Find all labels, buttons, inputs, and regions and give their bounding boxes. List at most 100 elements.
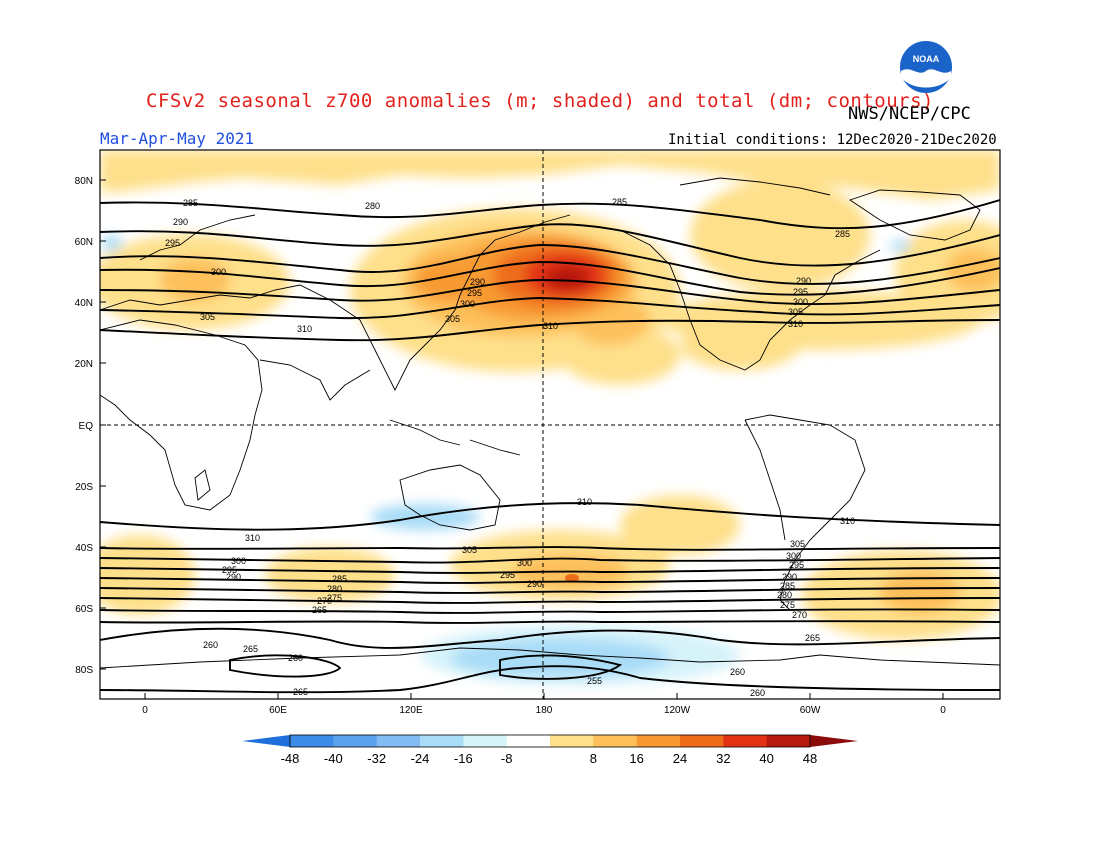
contour-label: 300: [793, 297, 808, 307]
colorbar-cell: [680, 735, 724, 747]
lat-label: 60N: [75, 237, 93, 248]
colorbar-cell: [550, 735, 594, 747]
lon-label: 120E: [399, 705, 423, 716]
colorbar-label: -32: [367, 751, 386, 766]
contour-label: 265: [243, 644, 258, 654]
contour-label: 290: [173, 217, 188, 227]
lat-label: 20S: [75, 482, 93, 493]
lat-label: EQ: [79, 421, 94, 432]
contour-label: 260: [750, 688, 765, 698]
contour-label: 290: [782, 572, 797, 582]
contour-label: 295: [467, 288, 482, 298]
colorbar-label: -24: [411, 751, 430, 766]
agency-label: NWS/NCEP/CPC: [848, 104, 971, 124]
lat-label: 80S: [75, 665, 93, 676]
contour-labels: 285 280 290 295 300 305 310 290 295 300 …: [165, 197, 855, 698]
contour-label: 280: [365, 201, 380, 211]
noaa-logo: NOAA: [897, 38, 955, 96]
colorbar-label: 24: [673, 751, 687, 766]
colorbar-cell: [333, 735, 378, 747]
contour-label: 270: [792, 610, 807, 620]
contour-label: 265: [312, 605, 327, 615]
contour-label: 290: [226, 572, 241, 582]
contour-label: 300: [517, 558, 532, 568]
lat-label: 80N: [75, 176, 93, 187]
colorbar-label: 16: [629, 751, 643, 766]
colorbar-label: -48: [281, 751, 300, 766]
colorbar-label: -8: [501, 751, 513, 766]
contour-label: 285: [612, 197, 627, 207]
contour-label: 310: [840, 516, 855, 526]
contour-label: 300: [231, 556, 246, 566]
colorbar-label: -16: [454, 751, 473, 766]
contour-label: 265: [293, 687, 308, 697]
contour-label: 275: [780, 600, 795, 610]
chart-title: CFSv2 seasonal z700 anomalies (m; shaded…: [146, 90, 934, 112]
colorbar-cell: [766, 735, 811, 747]
height-contours: [100, 199, 1000, 694]
lon-label: 60E: [269, 705, 287, 716]
contour-label: 260: [730, 667, 745, 677]
lat-axis: 80N 60N 40N 20N EQ 20S 40S 60S 80S: [75, 176, 106, 676]
contour-label: 280: [327, 584, 342, 594]
contour-label: 300: [211, 267, 226, 277]
lat-label: 60S: [75, 604, 93, 615]
contour-label: 255: [587, 676, 602, 686]
colorbar-label: 32: [716, 751, 730, 766]
contour-label: 295: [165, 238, 180, 248]
contour-label: 310: [788, 319, 803, 329]
reference-lines: [100, 150, 1000, 699]
contour-label: 305: [788, 307, 803, 317]
contour-label: 305: [445, 314, 460, 324]
contour-label: 285: [332, 574, 347, 584]
contour-label: 305: [462, 545, 477, 555]
contour-label: 295: [222, 565, 237, 575]
colorbar: -48 -40 -32 -24 -16 -8 8 16 24 32 40 48: [242, 734, 858, 766]
lat-label: 40S: [75, 543, 93, 554]
colorbar-label: 48: [803, 751, 817, 766]
contour-label: 310: [577, 497, 592, 507]
contour-label: 310: [543, 321, 558, 331]
colorbar-label: -40: [324, 751, 343, 766]
contour-label: 290: [470, 277, 485, 287]
contour-label: 265: [805, 633, 820, 643]
colorbar-cell: [290, 735, 334, 747]
lon-axis: 0 60E 120E 180 120W 60W 0: [142, 693, 946, 716]
colorbar-cell: [376, 735, 421, 747]
contour-label: 300: [460, 299, 475, 309]
colorbar-cell: [506, 735, 551, 747]
colorbar-label: 40: [759, 751, 773, 766]
contour-label: 310: [297, 324, 312, 334]
colorbar-cell: [420, 735, 464, 747]
contour-label: 280: [777, 590, 792, 600]
contour-label: 305: [200, 312, 215, 322]
contour-label: 275: [327, 593, 342, 603]
logo-text: NOAA: [913, 54, 940, 64]
colorbar-arrow-high: [810, 735, 858, 747]
contour-label: 295: [789, 560, 804, 570]
lon-label: 180: [536, 705, 553, 716]
season-label: Mar-Apr-May 2021: [100, 129, 255, 148]
colorbar-cell: [636, 735, 681, 747]
initial-conditions-label: Initial conditions: 12Dec2020-21Dec2020: [668, 132, 997, 148]
contour-label: 295: [500, 570, 515, 580]
colorbar-arrow-low: [242, 735, 290, 747]
lon-label: 60W: [800, 705, 821, 716]
contour-label: 305: [790, 539, 805, 549]
contour-label: 270: [317, 596, 332, 606]
colorbar-label: 8: [590, 751, 597, 766]
contour-label: 310: [245, 533, 260, 543]
colorbar-cell: [593, 735, 638, 747]
contour-label: 290: [527, 579, 542, 589]
contour-label: 260: [203, 640, 218, 650]
lat-label: 40N: [75, 298, 93, 309]
lat-label: 20N: [75, 359, 93, 370]
contour-label: 290: [796, 276, 811, 286]
contour-label: 295: [793, 287, 808, 297]
contour-label: 285: [780, 581, 795, 591]
contour-label: 285: [835, 229, 850, 239]
colorbar-cell: [723, 735, 768, 747]
contour-label: 300: [786, 551, 801, 561]
lon-label: 0: [940, 705, 946, 716]
